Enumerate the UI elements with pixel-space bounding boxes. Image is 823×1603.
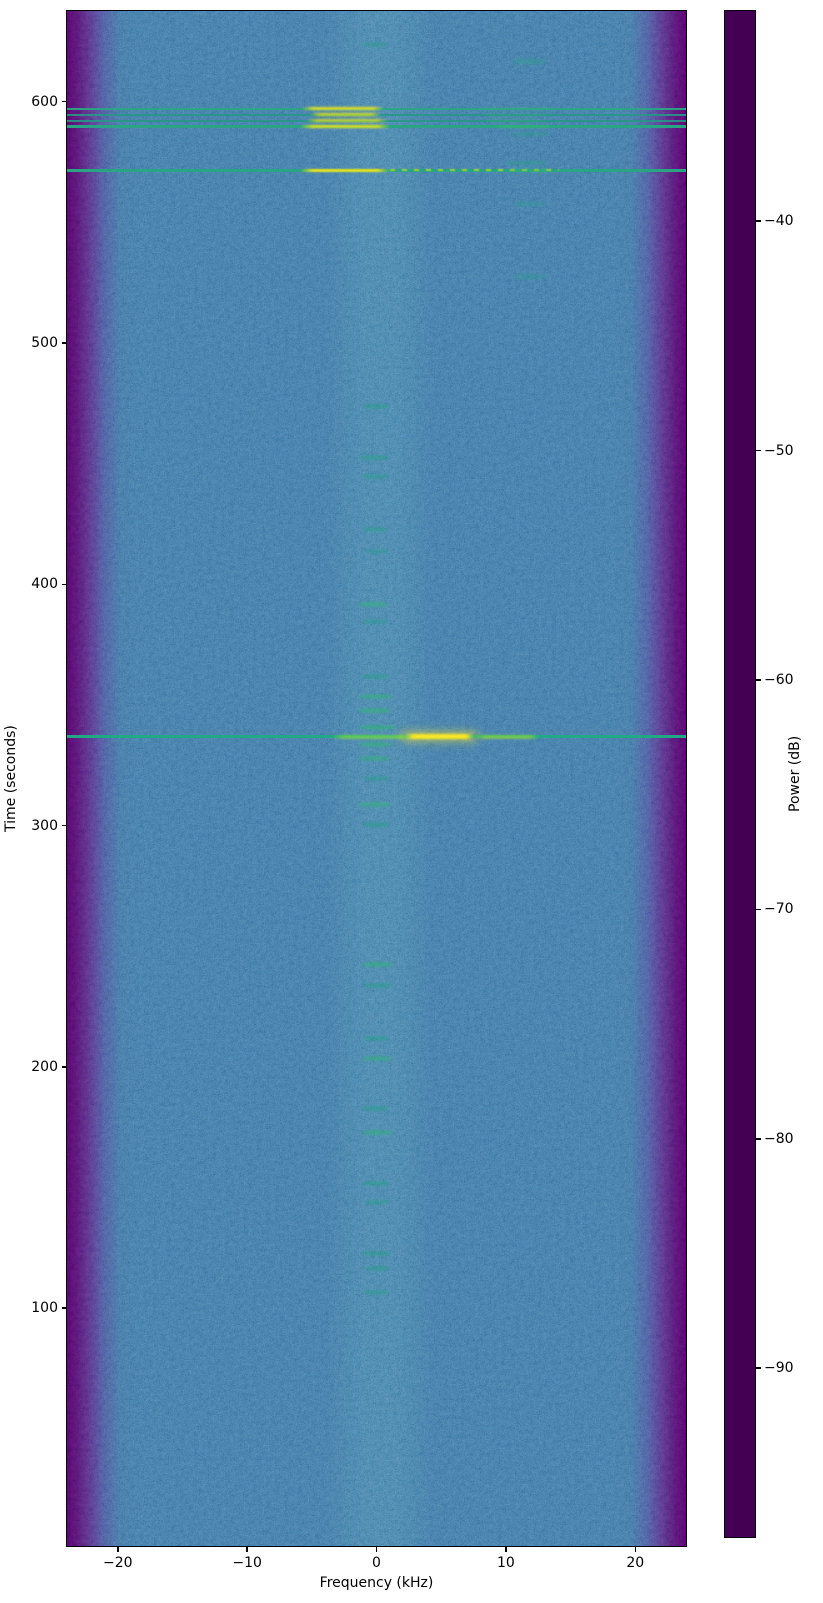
line-hot-segment <box>302 107 384 111</box>
center-burst <box>361 618 388 624</box>
center-burst <box>364 548 388 554</box>
colorbar-tick-label: −50 <box>764 442 794 459</box>
colorbar-tick-label: −70 <box>764 901 794 918</box>
center-burst <box>360 474 390 480</box>
x-tick-mark <box>117 1547 119 1552</box>
line-hot-segment <box>306 119 388 122</box>
colorbar-tick-mark <box>756 1138 761 1140</box>
line-hot-segment <box>481 113 553 116</box>
side-burst <box>512 59 546 64</box>
colorbar-tick-mark <box>756 220 761 222</box>
y-tick-label: 600 <box>31 93 58 110</box>
spectrogram-plot-area <box>66 10 687 1547</box>
center-burst <box>361 821 391 827</box>
center-burst <box>361 1289 391 1295</box>
line-hot-segment <box>403 734 476 739</box>
colorbar-tick-label: −90 <box>764 1360 794 1377</box>
x-tick-mark <box>634 1547 636 1552</box>
y-tick-mark <box>61 1307 66 1309</box>
center-burst <box>361 1055 394 1061</box>
y-tick-mark <box>61 342 66 344</box>
center-burst <box>358 802 392 808</box>
colorbar-tick-label: −40 <box>764 213 794 230</box>
x-tick-label: −10 <box>232 1555 262 1571</box>
y-tick-mark <box>61 100 66 103</box>
center-burst <box>361 527 388 533</box>
center-burst <box>359 742 393 747</box>
center-burst <box>358 708 392 714</box>
y-tick-label: 500 <box>31 334 58 351</box>
y-tick-label: 100 <box>31 1300 58 1317</box>
center-burst <box>361 983 394 989</box>
center-burst <box>361 1130 394 1136</box>
center-burst <box>361 404 391 410</box>
center-burst <box>363 775 390 781</box>
spectrogram-features <box>67 11 686 1546</box>
x-tick-mark <box>505 1547 507 1552</box>
line-hot-segment <box>475 734 540 739</box>
line-hot-segment <box>299 168 391 172</box>
x-tick-label: 0 <box>372 1555 381 1571</box>
x-tick-label: −20 <box>102 1555 133 1571</box>
center-burst <box>359 693 393 699</box>
center-burst <box>361 1181 391 1187</box>
center-burst <box>358 454 390 460</box>
y-tick-label: 400 <box>31 576 58 593</box>
y-tick-label: 200 <box>31 1058 58 1075</box>
center-burst <box>360 674 390 680</box>
y-tick-label: 300 <box>31 817 58 834</box>
noise-texture-coarse <box>67 11 686 1546</box>
x-tick-mark <box>375 1547 378 1552</box>
side-burst <box>504 160 549 166</box>
center-burst <box>364 1265 391 1271</box>
center-burst <box>361 42 388 48</box>
center-burst <box>361 1106 391 1112</box>
line-hot-segment <box>506 168 553 172</box>
line-hot-segment <box>474 107 559 110</box>
center-burst <box>359 725 396 731</box>
side-burst <box>513 274 547 279</box>
y-axis-label: Time (seconds) <box>3 725 19 832</box>
center-burst <box>358 602 390 608</box>
center-burst <box>359 756 391 762</box>
center-burst <box>361 1036 391 1042</box>
center-burst <box>364 1200 391 1206</box>
colorbar-label: Power (dB) <box>787 735 803 813</box>
line-hot-segment <box>299 124 391 128</box>
line-hot-segment <box>332 734 414 739</box>
line-hot-segment <box>481 119 546 122</box>
line-hot-segment <box>390 169 559 172</box>
colorbar-tick-mark <box>756 908 761 911</box>
center-burst <box>360 1251 392 1257</box>
colorbar <box>724 10 756 1538</box>
line-hot-segment <box>493 125 553 128</box>
colorbar-tick-mark <box>756 449 761 452</box>
center-burst <box>360 961 395 967</box>
colorbar-tick-mark <box>756 679 761 681</box>
y-tick-mark <box>61 824 66 827</box>
x-tick-label: 20 <box>626 1555 645 1571</box>
y-tick-mark <box>61 1066 66 1068</box>
colorbar-tick-label: −80 <box>764 1130 794 1147</box>
side-burst <box>512 201 546 207</box>
y-tick-mark <box>61 583 66 585</box>
x-axis-label: Frequency (kHz) <box>319 1575 434 1591</box>
side-burst <box>510 131 550 137</box>
colorbar-tick-label: −60 <box>764 671 794 688</box>
colorbar-tick-mark <box>756 1367 761 1369</box>
x-tick-label: 10 <box>496 1555 515 1571</box>
x-tick-mark <box>246 1547 248 1552</box>
line-hot-segment <box>310 113 382 117</box>
